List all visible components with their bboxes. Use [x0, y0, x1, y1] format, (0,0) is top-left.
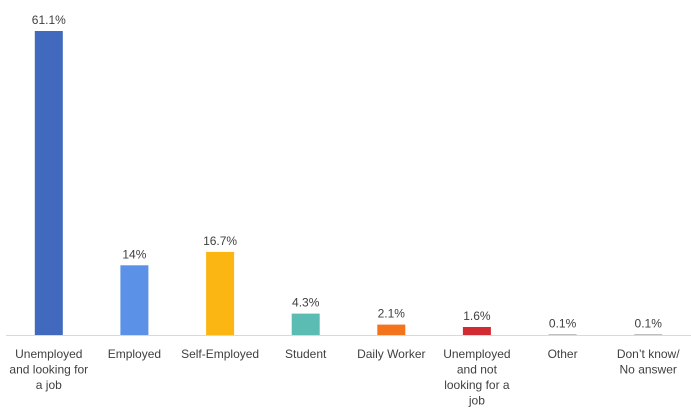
category-label-line: looking for a	[444, 378, 510, 392]
category-label-2: Employed	[108, 347, 161, 361]
category-label-7: Other	[548, 347, 578, 361]
bar-8	[634, 334, 663, 335]
data-label-8: 0.1%	[635, 317, 663, 331]
category-label-line: a job	[36, 378, 62, 392]
category-label-line: Other	[548, 347, 578, 361]
category-label-line: Daily Worker	[357, 347, 425, 361]
bar-3	[206, 251, 235, 335]
category-label-line: and looking for	[9, 363, 88, 377]
category-label-5: Daily Worker	[357, 347, 425, 361]
category-label-line: Unemployed	[15, 347, 82, 361]
category-labels-group: Unemployed and looking for a job Employed Se…	[9, 347, 680, 408]
category-label-6: Unemployed and not looking for a job	[443, 347, 510, 408]
data-label-7: 0.1%	[549, 317, 577, 331]
category-label-line: Self-Employed	[181, 347, 259, 361]
bar-2	[120, 265, 149, 335]
data-label-1: 61.1%	[32, 13, 66, 27]
category-label-line: No answer	[620, 363, 677, 377]
category-label-line: job	[468, 394, 485, 408]
data-labels-group: 61.1% 14% 16.7% 4.3% 2.1% 1.6% 0.1% 0.1%	[32, 13, 662, 331]
bar-6	[462, 327, 491, 335]
data-label-4: 4.3%	[292, 296, 320, 310]
bar-4	[291, 313, 320, 335]
category-label-4: Student	[285, 347, 327, 361]
bar-1	[34, 31, 63, 335]
category-label-1: Unemployed and looking for a job	[9, 347, 88, 392]
category-label-line: Student	[285, 347, 327, 361]
category-label-line: Don’t know/	[617, 347, 680, 361]
bars-group	[34, 31, 663, 335]
data-label-3: 16.7%	[203, 234, 237, 248]
category-label-line: and not	[457, 363, 498, 377]
data-label-2: 14%	[122, 247, 146, 261]
category-label-3: Self-Employed	[181, 347, 259, 361]
category-label-8: Don’t know/No answer	[617, 347, 680, 377]
category-label-line: Employed	[108, 347, 161, 361]
category-label-line: Unemployed	[443, 347, 510, 361]
bar-7	[548, 334, 577, 335]
data-label-6: 1.6%	[463, 309, 491, 323]
bar-5	[377, 324, 406, 335]
data-label-5: 2.1%	[378, 307, 406, 321]
